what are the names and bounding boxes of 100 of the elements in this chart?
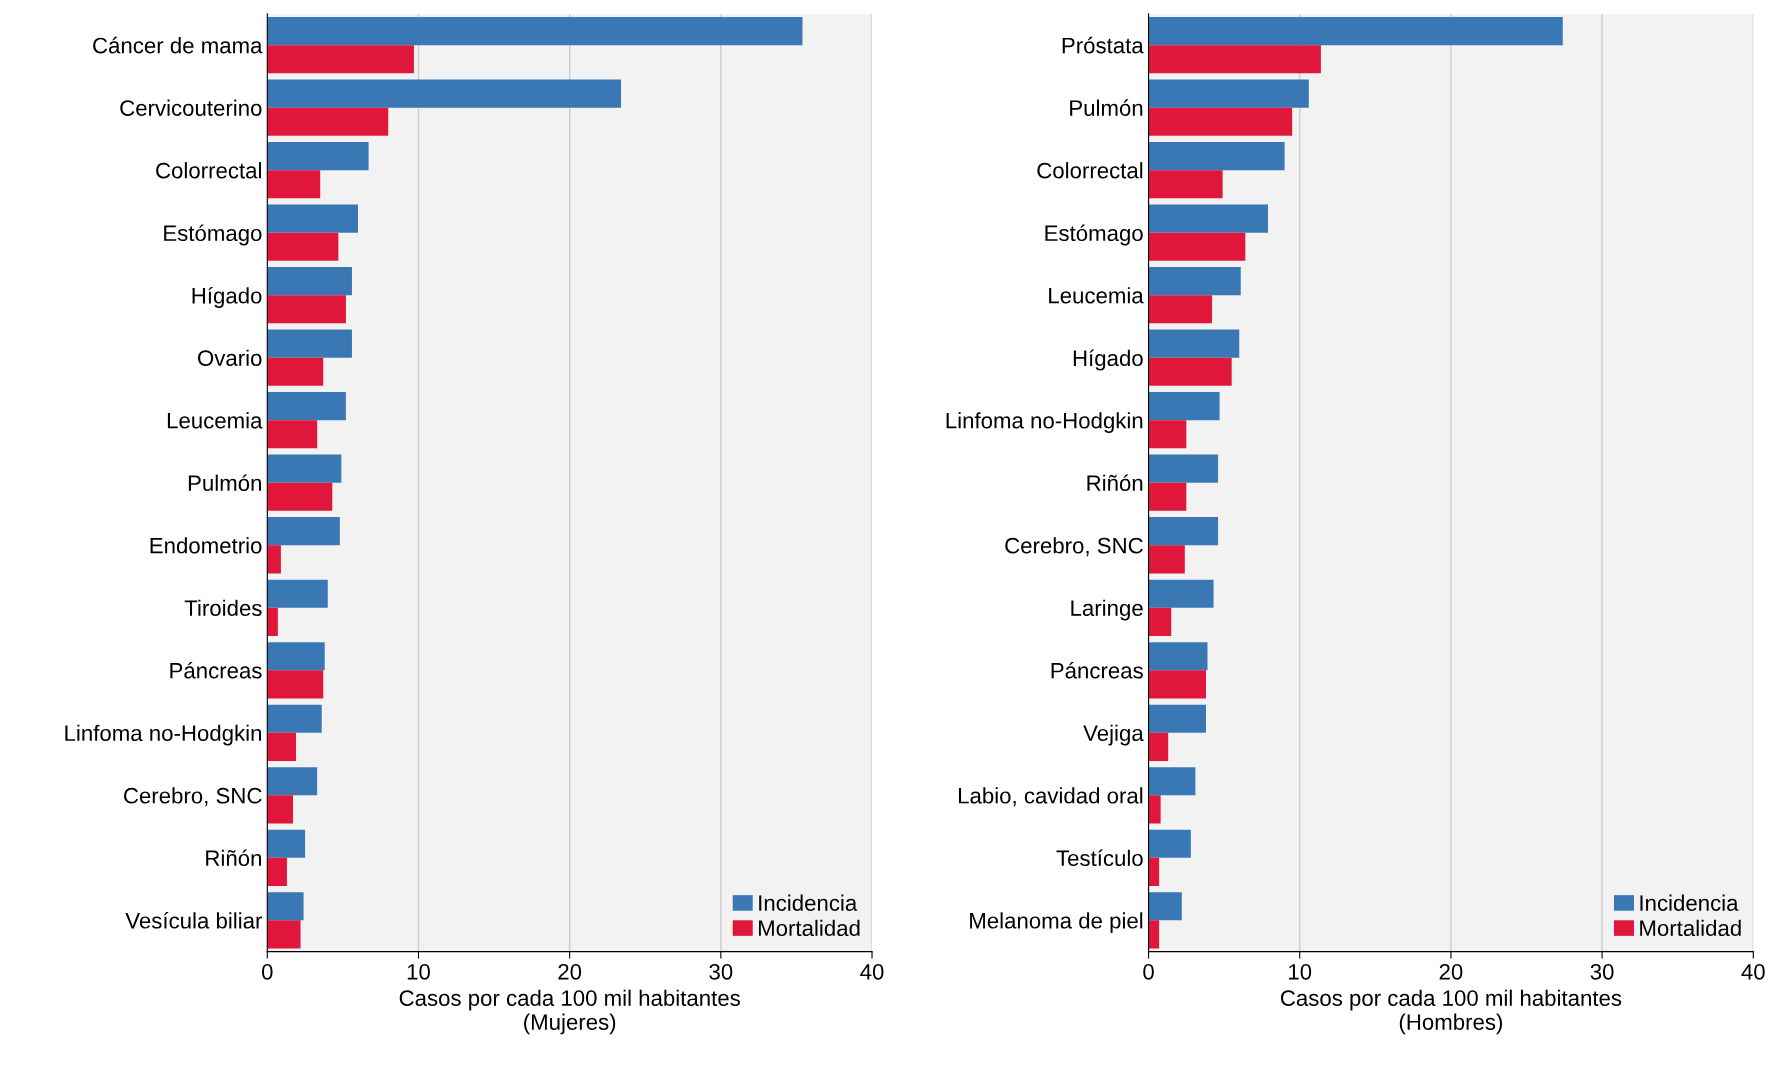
y-tick-label: Hígado	[1073, 349, 1143, 371]
bar	[267, 79, 622, 108]
x-tick-label: 0	[261, 963, 273, 980]
bar	[1148, 732, 1169, 761]
bar	[267, 17, 803, 46]
x-axis-title: Casos por cada 100 mil habitantes (Mujeres)	[399, 989, 740, 1035]
bar	[1148, 267, 1241, 296]
bar	[1148, 829, 1191, 858]
bar	[1148, 79, 1309, 108]
bar	[267, 670, 324, 699]
bar	[1148, 892, 1182, 921]
bar	[1148, 392, 1220, 421]
x-tick-label: 20	[1439, 963, 1463, 980]
y-tick-label: Vesícula biliar	[125, 912, 263, 929]
bar	[267, 642, 325, 671]
legend-label: Incidencia	[1640, 894, 1739, 911]
y-tick-label: Endometrio	[150, 537, 262, 554]
legend-label: Mortalidad	[758, 919, 860, 937]
bar	[267, 829, 306, 858]
y-tick-label: Cervicouterino	[120, 99, 262, 116]
y-tick-label: Páncreas	[170, 661, 262, 679]
bar	[1148, 142, 1285, 171]
y-tick-label: Leucemia	[1049, 287, 1144, 304]
x-tick-label: 20	[558, 963, 582, 980]
bar	[1148, 642, 1208, 671]
bar	[1148, 45, 1321, 74]
bar	[267, 357, 324, 386]
bar	[267, 420, 318, 449]
y-tick-label: Cerebro, SNC	[1005, 537, 1143, 557]
bar	[267, 482, 333, 511]
bar	[267, 204, 358, 233]
bar	[267, 732, 297, 761]
bar	[1148, 170, 1223, 199]
bar	[267, 607, 278, 636]
bar	[1148, 704, 1206, 733]
x-tick-label: 40	[860, 963, 884, 980]
bar	[267, 454, 342, 483]
bar	[1148, 232, 1246, 261]
y-tick-label: Melanoma de piel	[970, 912, 1143, 933]
x-tick-label: 0	[1143, 963, 1154, 980]
x-tick-label: 30	[1590, 963, 1614, 980]
bar	[267, 767, 318, 796]
bar	[267, 920, 301, 949]
bar	[1148, 579, 1214, 608]
y-tick-label: Próstata	[1062, 36, 1144, 54]
bar	[1148, 420, 1187, 449]
legend-label: Mortalidad	[1640, 919, 1741, 937]
bar	[1148, 920, 1160, 949]
bar	[1148, 857, 1160, 886]
y-tick-label: Tiroides	[184, 599, 262, 617]
bar	[267, 517, 340, 546]
bar	[1148, 329, 1240, 358]
bar	[1148, 107, 1293, 136]
bar	[1148, 517, 1219, 546]
x-tick-label: 10	[1289, 963, 1312, 980]
legend-label: Incidencia	[759, 894, 858, 911]
bar	[267, 267, 352, 296]
y-tick-label: Linfoma no-Hodgkin	[946, 412, 1143, 433]
bar	[267, 795, 293, 824]
bar	[267, 392, 346, 421]
bar	[1148, 295, 1213, 324]
y-tick-label: Pulmón	[1070, 99, 1143, 116]
y-tick-label: Hígado	[192, 287, 262, 308]
y-tick-label: Riñón	[206, 849, 261, 867]
y-tick-label: Páncreas	[1051, 661, 1143, 679]
y-tick-label: Estómago	[164, 224, 262, 246]
bar	[1148, 670, 1206, 699]
y-tick-label: Pulmón	[188, 474, 261, 492]
y-tick-label: Colorrectal	[156, 162, 261, 179]
bar	[1148, 607, 1172, 636]
y-tick-label: Vejiga	[1083, 724, 1144, 746]
x-tick-label: 40	[1741, 963, 1765, 980]
bar	[267, 579, 328, 608]
y-tick-label: Colorrectal	[1037, 162, 1143, 179]
bar	[267, 107, 389, 136]
bar	[1148, 795, 1161, 824]
bar	[267, 142, 369, 171]
y-tick-label: Cáncer de mama	[93, 36, 263, 54]
bar	[267, 232, 339, 261]
x-tick-label: 10	[407, 963, 430, 980]
bar	[267, 892, 304, 921]
bar	[267, 45, 414, 74]
bar	[1148, 17, 1563, 46]
x-axis-title: Casos por cada 100 mil habitantes (Hombres)	[1280, 989, 1622, 1035]
x-tick-label: 30	[709, 963, 733, 980]
bar	[1148, 357, 1232, 386]
y-tick-label: Labio, cavidad oral	[958, 787, 1143, 807]
bar	[1148, 454, 1219, 483]
y-tick-label: Testículo	[1056, 849, 1143, 867]
y-tick-label: Riñón	[1087, 474, 1143, 492]
y-tick-label: Cerebro, SNC	[124, 787, 262, 807]
bar	[267, 329, 352, 358]
bar	[267, 295, 346, 324]
bar	[267, 545, 281, 574]
y-tick-label: Estómago	[1045, 224, 1143, 246]
y-tick-label: Leucemia	[167, 412, 263, 429]
bar	[1148, 482, 1187, 511]
y-tick-label: Laringe	[1071, 599, 1143, 621]
bar	[1148, 767, 1196, 796]
y-tick-label: Linfoma no-Hodgkin	[65, 724, 261, 746]
